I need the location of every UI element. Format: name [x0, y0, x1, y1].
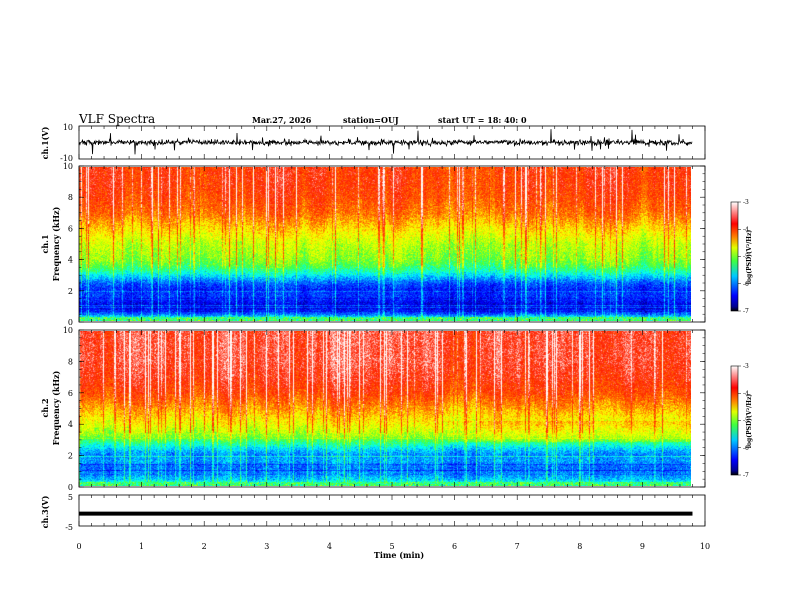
ch1-spectrogram-yticks: 0 2 4 6 8 10: [63, 162, 705, 327]
ch2-frequency-label: Frequency (kHz): [51, 370, 61, 445]
ch1-ytick-top: 10: [63, 123, 73, 132]
ch1-colorbar-label: log(PSD)(V²/Hz): [746, 230, 753, 285]
ch2-colorbar-gradient: [730, 365, 739, 476]
spectrogram-ytick-label: 8: [68, 193, 73, 202]
ch3-waveform-panel: 5 -5 ch.3(V): [40, 493, 693, 532]
x-tick-label: 7: [515, 542, 520, 551]
ch2-colorbar-ticks: -3 -4 -5 -6 -7: [738, 363, 749, 479]
colorbar-tick-label: -6: [743, 445, 749, 452]
ch2-spectrogram-ylabels: ch.2 Frequency (kHz): [40, 370, 61, 445]
ch1-frequency-label: Frequency (kHz): [51, 206, 61, 281]
ch3-waveform-ylabel: ch.3(V): [40, 495, 50, 528]
ch1-waveform-panel: 10 -10 ch.1(V): [40, 123, 693, 163]
ch2-colorbar-label: log(PSD)(V²/Hz): [746, 394, 753, 449]
ch1-colorbar: -3 -4 -5 -6 -7 log(PSD)(V²/Hz): [730, 199, 753, 315]
ch3-ytick-bottom: -5: [65, 523, 73, 532]
spectrogram-ytick-label: 0: [68, 483, 73, 492]
x-tick-label: 6: [452, 542, 457, 551]
ch1-waveform-line: [78, 129, 693, 155]
header-start-time: start UT = 18: 40: 0: [438, 115, 527, 125]
header-station: station=OUJ: [343, 115, 399, 125]
ch1-waveform-ylabel: ch.1(V): [40, 126, 50, 159]
spectrogram-ytick-label: 0: [68, 318, 73, 327]
colorbar-tick-label: -3: [743, 199, 749, 206]
colorbar-tick-label: -5: [743, 418, 749, 425]
ch2-spectrogram-image: [79, 331, 691, 486]
colorbar-tick-label: -3: [743, 363, 749, 370]
x-tick-label: 1: [139, 542, 144, 551]
colorbar-tick-label: -7: [743, 308, 749, 315]
ch3-ytick-top: 5: [68, 493, 73, 502]
ch2-channel-label: ch.2: [40, 398, 50, 417]
spectrogram-ytick-label: 2: [68, 287, 73, 296]
ch1-spectrogram-ylabels: ch.1 Frequency (kHz): [40, 206, 61, 281]
ch1-ytick-bottom: -10: [60, 154, 73, 163]
x-tick-label: 10: [700, 542, 710, 551]
colorbar-tick-label: -6: [743, 281, 749, 288]
spectrogram-ytick-label: 6: [68, 389, 73, 398]
x-tick-label: 9: [640, 542, 645, 551]
x-tick-label: 3: [264, 542, 269, 551]
x-axis-label: Time (min): [374, 550, 424, 560]
colorbar-tick-label: -5: [743, 254, 749, 261]
x-tick-label: 2: [202, 542, 207, 551]
x-axis-tick-labels: 0 1 2 3 4 5 6 7 8 9 10: [76, 542, 710, 551]
x-tick-label: 4: [327, 542, 332, 551]
figure-title: VLF Spectra: [78, 112, 155, 126]
spectrogram-ytick-label: 10: [63, 162, 73, 171]
spectrogram-ytick-label: 4: [68, 420, 73, 429]
ch1-channel-label: ch.1: [40, 234, 50, 253]
ch1-spectrogram-image: [79, 167, 691, 321]
ch2-colorbar: -3 -4 -5 -6 -7 log(PSD)(V²/Hz): [730, 363, 753, 479]
colorbar-tick-label: -4: [743, 226, 749, 233]
ch1-colorbar-ticks: -3 -4 -5 -6 -7: [738, 199, 749, 315]
spectrogram-ytick-label: 6: [68, 224, 73, 233]
spectrogram-ytick-label: 2: [68, 452, 73, 461]
x-tick-label: 8: [577, 542, 582, 551]
x-tick-label: 5: [389, 542, 394, 551]
colorbar-tick-label: -7: [743, 472, 749, 479]
x-tick-label: 0: [76, 542, 81, 551]
spectrogram-ytick-label: 8: [68, 357, 73, 366]
panel-frames: [78, 125, 706, 527]
header-date: Mar.27, 2026: [252, 115, 312, 125]
spectrogram-ytick-label: 10: [63, 326, 73, 335]
spectrogram-ytick-label: 4: [68, 256, 73, 265]
ch1-colorbar-gradient: [730, 201, 739, 312]
colorbar-tick-label: -4: [743, 390, 749, 397]
